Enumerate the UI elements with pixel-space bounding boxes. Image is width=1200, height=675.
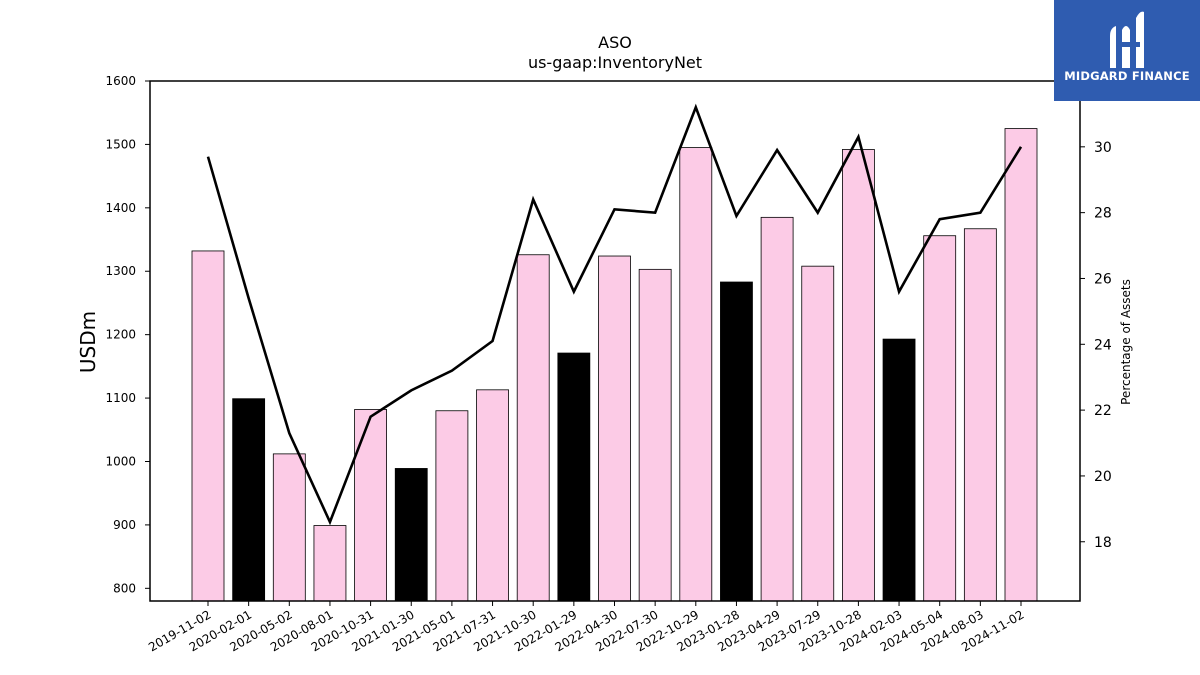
y-tick-label-1400: 1400 (105, 201, 136, 215)
chart-subtitle: us-gaap:InventoryNet (528, 53, 702, 72)
bar-2020-08-01 (313, 525, 347, 602)
bar-2021-10-30 (516, 254, 550, 602)
bar-2019-11-02 (191, 250, 225, 602)
logo-mark-icon (1110, 11, 1144, 68)
y-tick-label-1000: 1000 (105, 454, 136, 468)
y-tick-label-1600: 1600 (105, 74, 136, 88)
bar-2023-04-29 (760, 216, 794, 602)
line-group (206, 103, 1023, 526)
logo-text: MIDGARD FINANCE (1064, 69, 1190, 83)
bar-2021-01-30 (394, 468, 428, 602)
bar-2022-04-30 (598, 255, 631, 602)
y-tick-label-1100: 1100 (105, 391, 136, 405)
bar-2022-07-30 (638, 268, 672, 602)
bar-2021-07-31 (476, 389, 509, 602)
bar-2024-05-04 (923, 235, 957, 602)
bar-2023-10-28 (842, 149, 875, 602)
bar-2020-05-02 (272, 453, 306, 602)
bar-2022-10-29 (679, 147, 713, 602)
bar-2020-02-01 (232, 398, 266, 602)
y-tick-label-1200: 1200 (105, 328, 136, 342)
bar-2024-02-03 (882, 338, 916, 602)
y-tick-label-900: 900 (113, 518, 136, 532)
y-tick-label-1500: 1500 (105, 137, 136, 151)
y2-tick-label-30: 30 (1094, 140, 1112, 156)
series-line-percentage-of-assets (206, 103, 1023, 526)
bar-2022-01-29 (557, 352, 591, 602)
y2-tick-label-24: 24 (1094, 337, 1112, 353)
y2-tick-label-28: 28 (1094, 206, 1112, 222)
y2-axis-label: Percentage of Assets (1119, 279, 1133, 405)
y-tick-label-1300: 1300 (105, 264, 136, 278)
bar-2024-08-03 (963, 228, 997, 602)
bar-2023-07-29 (801, 265, 835, 602)
bar-2020-10-31 (354, 409, 388, 602)
y2-tick-label-18: 18 (1094, 535, 1112, 551)
y2-tick-label-22: 22 (1094, 403, 1112, 419)
y2-tick-label-20: 20 (1094, 469, 1112, 485)
y-tick-label-800: 800 (113, 581, 136, 595)
brand-logo: MIDGARD FINANCE (1054, 0, 1200, 101)
y-axis-label: USDm (76, 311, 100, 373)
bar-2023-01-28 (720, 281, 753, 602)
bar-2021-05-01 (435, 410, 469, 602)
bars-group (191, 128, 1038, 602)
chart-title: ASO (598, 33, 632, 52)
y2-tick-label-26: 26 (1094, 271, 1112, 287)
bar-2024-11-02 (1004, 128, 1038, 602)
